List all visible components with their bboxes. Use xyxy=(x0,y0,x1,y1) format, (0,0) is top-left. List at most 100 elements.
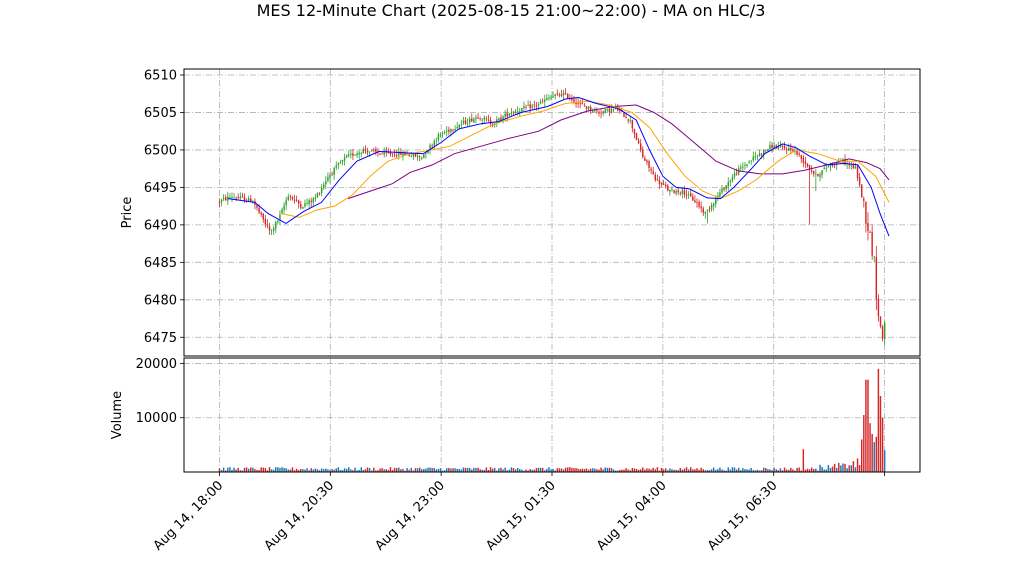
candle-body xyxy=(295,199,298,201)
volume-bar xyxy=(804,469,807,472)
volume-bar xyxy=(798,467,800,472)
volume-bar xyxy=(548,467,550,472)
candle-body xyxy=(671,189,673,191)
ma-slow-line xyxy=(347,104,890,200)
volume-bar xyxy=(733,467,736,472)
volume-bar xyxy=(358,469,360,472)
candle-body xyxy=(375,149,377,152)
volume-bar xyxy=(462,467,465,472)
candle-body xyxy=(558,94,561,96)
volume-bar xyxy=(433,468,435,472)
volume-bar xyxy=(312,469,315,472)
volume-bar xyxy=(224,470,227,472)
candle-body xyxy=(483,117,486,120)
volume-bar xyxy=(723,470,725,472)
volume-bar xyxy=(498,468,500,472)
candle-body xyxy=(608,108,611,113)
candle-body xyxy=(327,177,329,181)
candle-body xyxy=(477,117,479,119)
volume-bar xyxy=(767,469,769,472)
volume-bar xyxy=(815,468,817,472)
volume-bar xyxy=(827,464,830,472)
candle-body xyxy=(794,150,796,152)
volume-bar xyxy=(450,468,452,472)
volume-bar xyxy=(829,467,832,472)
volume-bar xyxy=(846,468,848,472)
volume-bar xyxy=(589,468,592,472)
volume-bar xyxy=(339,469,342,472)
volume-bar xyxy=(614,470,617,472)
volume-bar xyxy=(310,468,312,472)
candle-body xyxy=(498,118,500,121)
volume-bar xyxy=(790,467,792,472)
volume-bar xyxy=(516,467,519,472)
volume-bar xyxy=(635,468,638,472)
volume-bar xyxy=(262,467,264,472)
candle-body xyxy=(504,113,506,117)
volume-tick-label: 20000 xyxy=(136,357,177,372)
candle-body xyxy=(854,166,857,168)
candle-body xyxy=(821,170,823,176)
volume-bar xyxy=(840,465,842,472)
volume-bar xyxy=(819,464,821,472)
volume-bar xyxy=(617,470,619,472)
candle-body xyxy=(712,203,715,206)
candle-body xyxy=(502,116,504,119)
candle-body xyxy=(777,146,780,149)
candle-body xyxy=(765,149,767,151)
candle-body xyxy=(356,153,358,156)
volume-bar xyxy=(446,468,448,472)
price-tick-label: 6475 xyxy=(144,331,177,346)
volume-bar xyxy=(735,469,738,472)
candle-body xyxy=(364,148,367,151)
candle-body xyxy=(239,196,242,199)
candle-body xyxy=(398,151,400,156)
candle-body xyxy=(798,153,800,155)
volume-bar xyxy=(537,467,540,472)
volume-bar xyxy=(468,467,471,472)
volume-bar xyxy=(218,468,221,472)
candle-body xyxy=(516,111,519,113)
volume-bar xyxy=(343,468,346,472)
candle-body xyxy=(760,154,763,155)
volume-bar xyxy=(662,469,665,472)
volume-bar xyxy=(771,470,773,472)
volume-bar xyxy=(644,469,646,472)
volume-bar xyxy=(333,469,335,472)
volume-bar xyxy=(637,469,640,472)
candle-body xyxy=(325,181,327,185)
candle-body xyxy=(677,190,679,193)
volume-bar xyxy=(562,469,565,472)
volume-bar xyxy=(341,470,344,472)
volume-bar xyxy=(683,468,686,472)
volume-bar xyxy=(650,469,652,472)
volume-bar xyxy=(583,469,586,472)
volume-bar xyxy=(489,467,492,472)
volume-bar xyxy=(435,469,438,472)
candle-body xyxy=(293,199,296,201)
candle-body xyxy=(596,110,598,112)
candle-body xyxy=(583,105,586,107)
volume-bar xyxy=(535,468,538,472)
candle-body xyxy=(750,160,752,162)
volume-bar xyxy=(742,468,744,472)
price-tick-label: 6490 xyxy=(144,218,177,233)
volume-bar xyxy=(356,470,358,472)
candle-body xyxy=(673,190,675,193)
volume-bar xyxy=(302,469,304,472)
candle-body xyxy=(883,322,886,340)
volume-bar xyxy=(402,468,404,472)
volume-bar xyxy=(877,368,880,472)
volume-bar xyxy=(748,469,750,472)
candle-body xyxy=(404,151,406,156)
volume-bar xyxy=(571,467,573,472)
volume-bar xyxy=(871,434,873,472)
volume-bar xyxy=(539,467,542,472)
volume-bar xyxy=(544,470,546,472)
candle-body xyxy=(560,94,563,96)
volume-bar xyxy=(750,467,752,472)
candle-body xyxy=(629,120,631,122)
price-panel: 6475 6480 6485 6490 6495 6500 6505 6510 xyxy=(144,68,921,357)
volume-bar xyxy=(429,467,431,472)
volume-bar xyxy=(792,469,794,472)
